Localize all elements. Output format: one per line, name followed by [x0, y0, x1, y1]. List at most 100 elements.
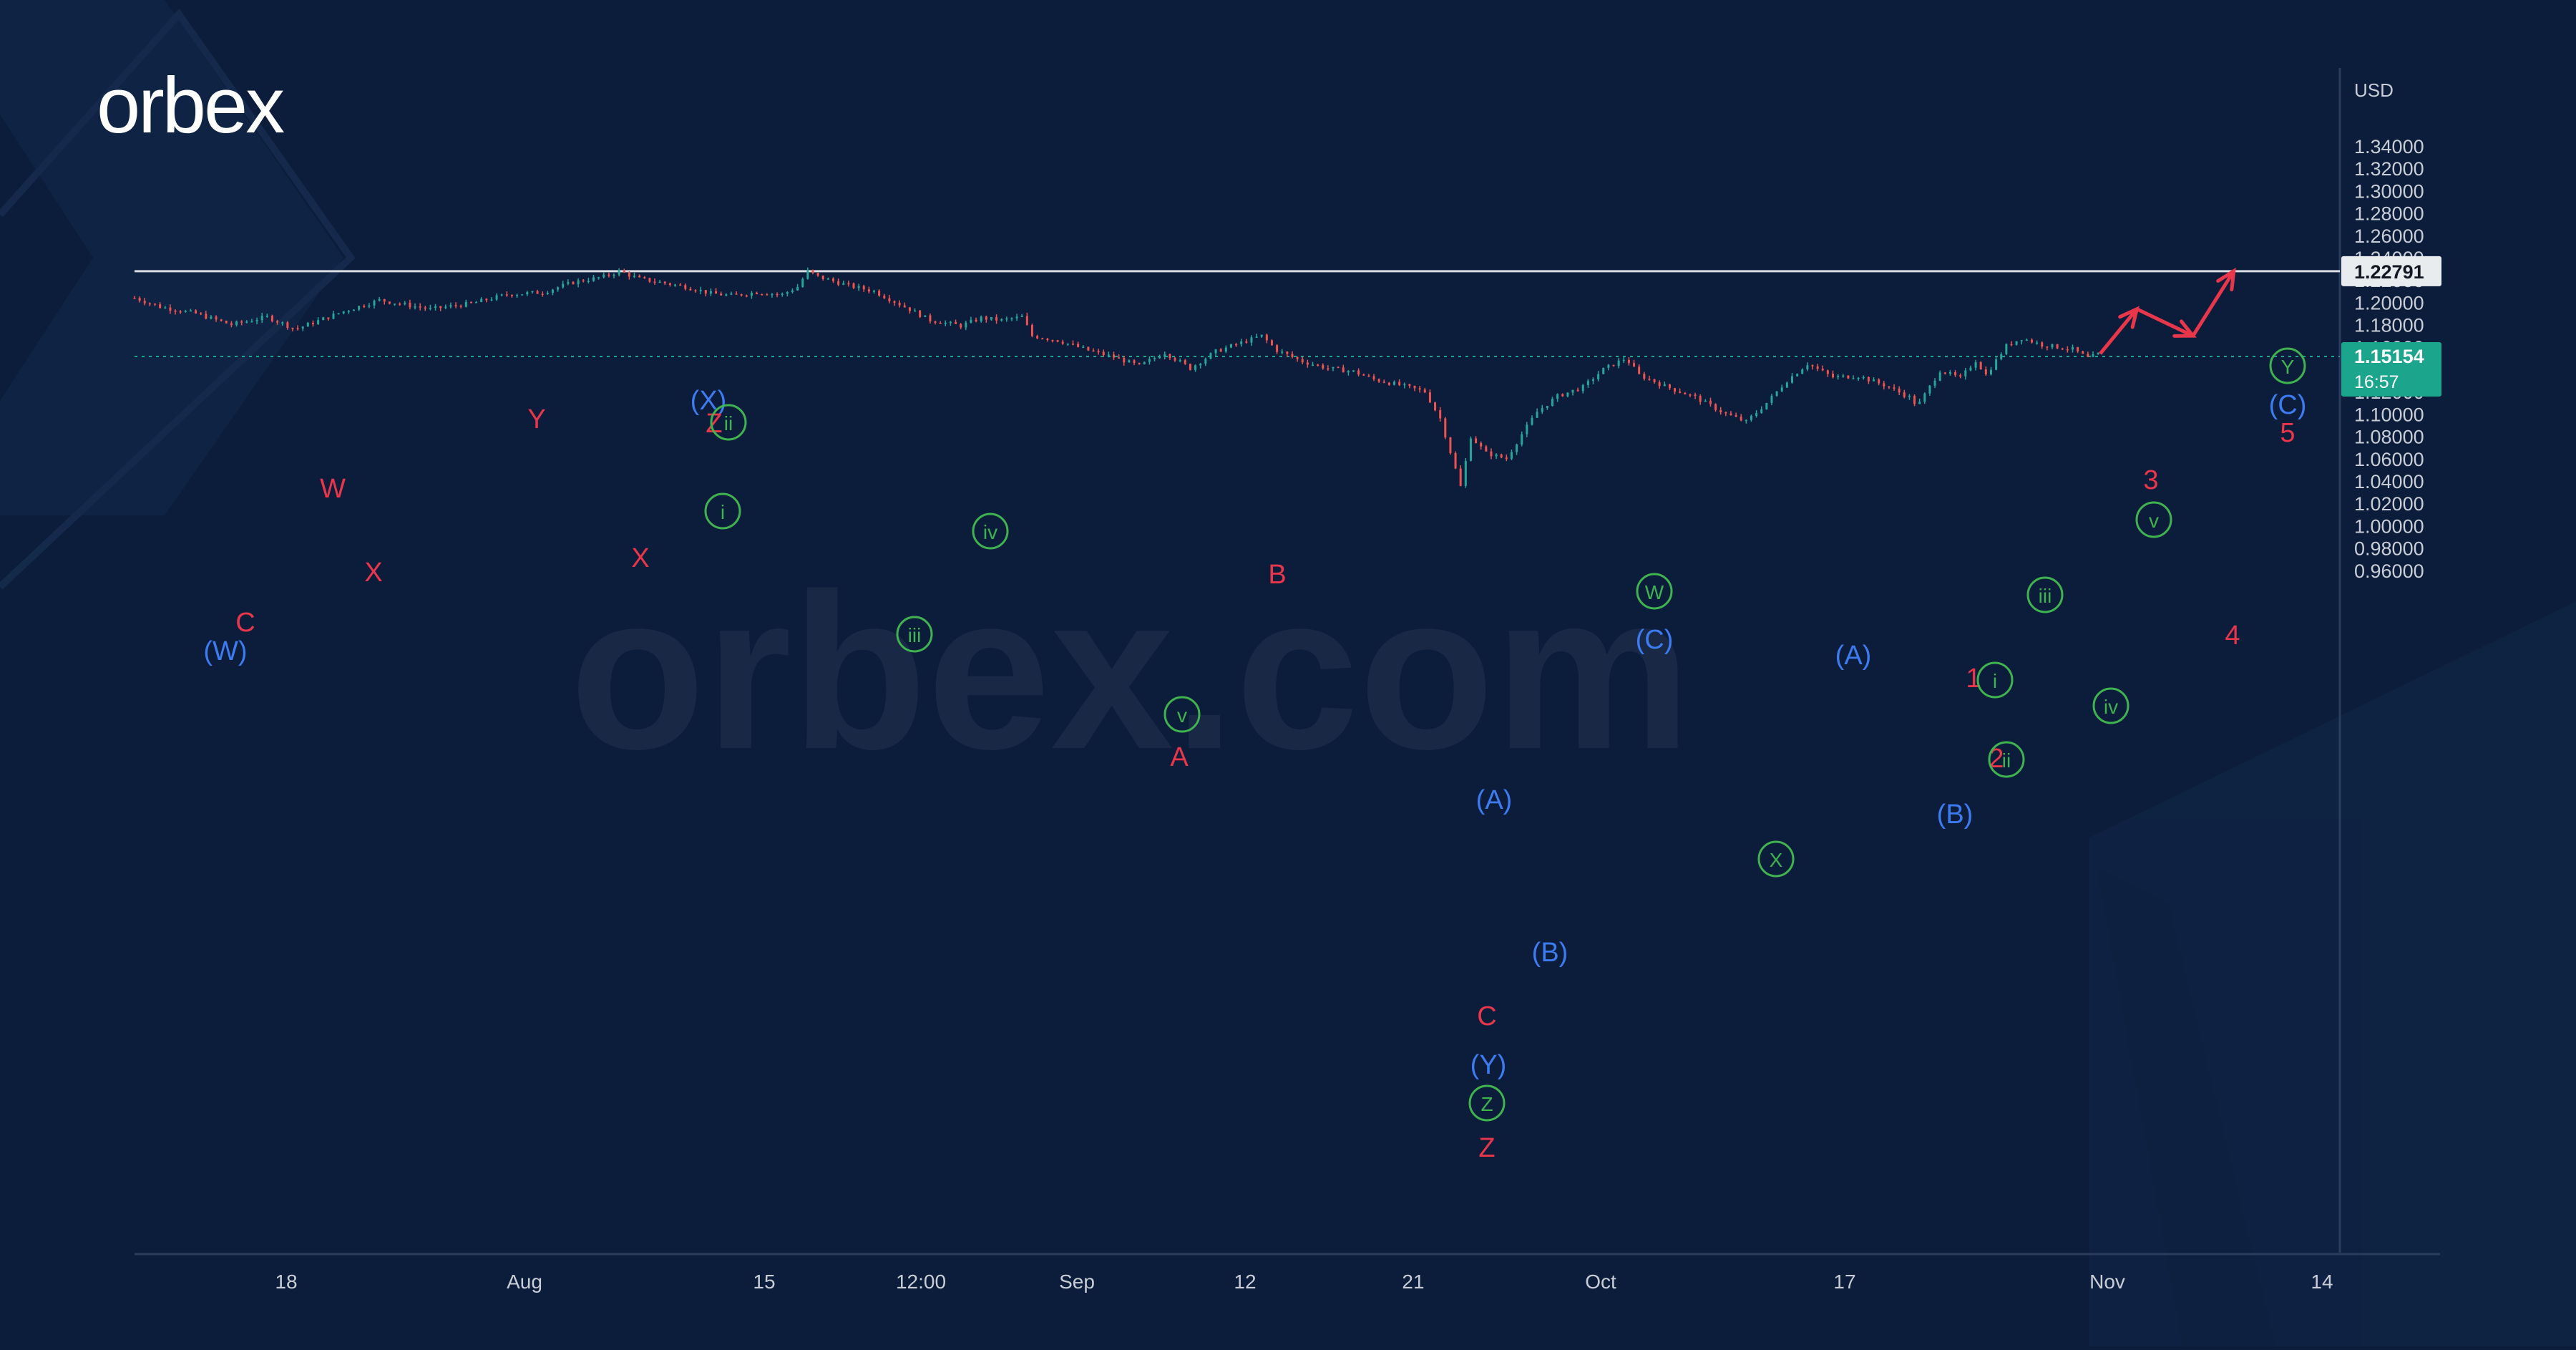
candle-body — [1015, 316, 1018, 319]
candle-body — [1327, 368, 1330, 370]
candle-body — [1617, 360, 1620, 366]
candle-body — [154, 303, 157, 305]
candle-body — [510, 294, 513, 296]
candle-body — [546, 292, 549, 294]
candle-body — [1199, 364, 1202, 366]
candle-body — [1735, 415, 1737, 417]
candle-body — [1393, 382, 1396, 385]
candle-body — [2092, 354, 2094, 357]
level-price-tag: 1.22791 — [2341, 256, 2441, 286]
y-tick-label: 1.04000 — [2354, 471, 2424, 492]
candle-body — [169, 307, 172, 311]
candle-body — [1066, 344, 1069, 345]
candle-body — [1260, 334, 1263, 337]
candle-body — [704, 290, 707, 294]
candle-body — [1663, 384, 1666, 387]
candle-body — [1317, 364, 1319, 366]
candle-body — [1821, 369, 1824, 371]
candle-body — [1485, 446, 1488, 452]
candle-body — [1030, 325, 1033, 336]
candle-body — [852, 283, 855, 288]
y-tick-label: 1.02000 — [2354, 493, 2424, 515]
candle-body — [1873, 379, 1875, 382]
candle-body — [1306, 362, 1309, 365]
candle-body — [1699, 396, 1702, 402]
candle-body — [2061, 348, 2064, 350]
candle-body — [1214, 349, 1217, 354]
candle-body — [761, 293, 763, 296]
candle-body — [1169, 354, 1171, 359]
candle-body — [2077, 346, 2079, 351]
candle-body — [368, 305, 371, 307]
current-price-tag: 1.15154 16:57 — [2341, 341, 2441, 397]
candle-body — [1801, 369, 1804, 374]
candle-body — [1526, 424, 1528, 434]
wave-label-text: Z — [1478, 1133, 1495, 1163]
candle-body — [2072, 346, 2074, 350]
candle-body — [1648, 379, 1651, 380]
candle-body — [1444, 418, 1447, 438]
candle-body — [648, 278, 651, 282]
candle-body — [164, 307, 167, 309]
wave-label-text: (B) — [1532, 938, 1568, 968]
wave-label-text: iii — [2039, 585, 2052, 607]
candle-body — [1729, 413, 1732, 416]
candle-body — [1439, 410, 1442, 419]
candle-body — [469, 301, 472, 303]
candle-body — [311, 322, 314, 324]
candle-body — [618, 270, 620, 275]
candle-body — [888, 298, 891, 301]
candles-series — [133, 267, 2099, 488]
wave-label: iii — [896, 616, 933, 653]
wave-label-text: B — [1268, 560, 1286, 590]
candle-body — [1500, 454, 1503, 458]
candle-body — [306, 322, 309, 327]
candle-body — [1684, 392, 1687, 395]
candle-body — [1296, 356, 1299, 359]
wave-label-circle — [896, 616, 933, 653]
candle-body — [1979, 361, 1982, 370]
candle-body — [1948, 372, 1951, 374]
candle-body — [1240, 341, 1243, 344]
candle-body — [1592, 379, 1595, 382]
candle-body — [1816, 366, 1819, 369]
candle-body — [1842, 375, 1845, 377]
y-tick-label: 0.96000 — [2354, 560, 2424, 582]
wave-label: ii — [710, 404, 747, 441]
candle-body — [949, 321, 952, 324]
candle-body — [924, 315, 927, 317]
candle-body — [1342, 367, 1345, 373]
wave-label: X — [1757, 840, 1795, 878]
candle-body — [1113, 354, 1116, 358]
candle-body — [883, 295, 886, 298]
candle-body — [490, 299, 493, 301]
candle-body — [1796, 374, 1799, 377]
candle-body — [628, 272, 630, 277]
candle-body — [419, 306, 421, 308]
wave-label-text: Z — [706, 409, 722, 439]
wave-label-circle — [1988, 741, 2025, 778]
candle-body — [347, 311, 350, 312]
candle-body — [1087, 346, 1090, 351]
candle-body — [679, 284, 682, 286]
candle-body — [1750, 416, 1752, 420]
candle-body — [1674, 388, 1677, 392]
candle-body — [2046, 346, 2049, 348]
candle-body — [230, 323, 233, 326]
candle-body — [1719, 409, 1722, 412]
candle-body — [475, 302, 478, 303]
candle-body — [358, 306, 361, 310]
candle-body — [756, 293, 758, 294]
candle-body — [1362, 374, 1365, 376]
candle-body — [1235, 344, 1238, 346]
candle-body — [1964, 370, 1967, 377]
candle-body — [1229, 344, 1232, 348]
candle-body — [536, 291, 539, 294]
candle-body — [1837, 376, 1840, 378]
candle-body — [1133, 360, 1136, 364]
candle-body — [143, 301, 146, 303]
candle-body — [399, 303, 401, 305]
candle-body — [908, 307, 911, 311]
y-tick-label: 1.32000 — [2354, 158, 2424, 180]
x-tick-label: Oct — [1585, 1271, 1616, 1293]
